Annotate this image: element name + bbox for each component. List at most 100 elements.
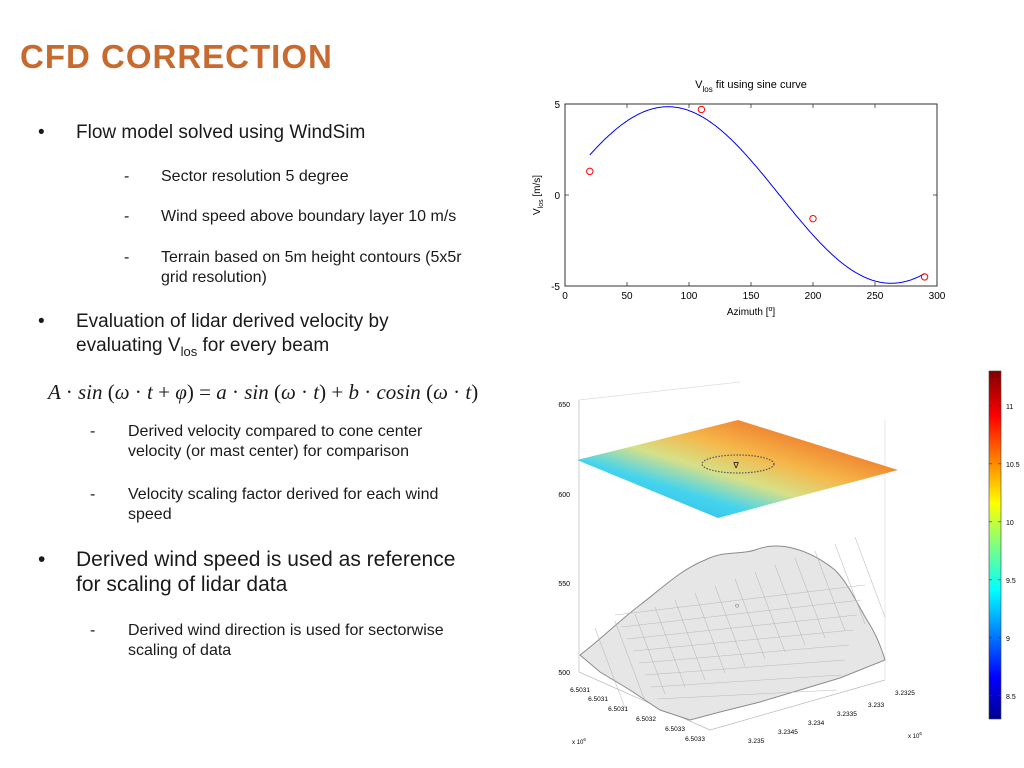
formula-omega: ω <box>114 380 130 404</box>
sub-dash: - <box>90 486 96 503</box>
chart-title-sub: los <box>702 85 712 94</box>
x-tick: 6.5031 <box>608 706 628 713</box>
chart-ticks: 0 50 100 150 200 250 300-505 <box>551 100 946 302</box>
formula-dot: · <box>134 380 142 404</box>
data-point <box>809 214 817 223</box>
x-tick-label: 200 <box>805 291 822 302</box>
sub-bullet-1-text: Sector resolution 5 degree <box>161 168 349 185</box>
formula-plus: + <box>158 380 170 404</box>
x-exponent-power: 6 <box>583 737 586 742</box>
wind-speed-colorbar: 11 10.5 10 9.5 9 8.5 <box>988 370 1020 720</box>
mesh-line <box>714 585 746 667</box>
fit-curve <box>589 106 925 284</box>
formula-dot: · <box>301 380 309 404</box>
mesh-line <box>854 536 886 618</box>
formula-dot: · <box>453 380 461 404</box>
formula-paren: ( <box>426 380 434 404</box>
bullet-3-line1: Derived wind speed is used as reference <box>76 548 456 571</box>
x-tick-label: 250 <box>867 291 884 302</box>
z-tick: 550 <box>558 581 570 588</box>
x-exponent-base: x 10 <box>572 740 584 746</box>
xlabel-degree: o <box>769 306 773 313</box>
mesh-line <box>794 557 826 639</box>
formula-sin: sin <box>244 380 269 404</box>
y-tick-label: 5 <box>554 100 560 111</box>
sub-dash: - <box>90 423 96 440</box>
data-point <box>697 105 706 114</box>
y-exponent-power: 6 <box>919 731 922 736</box>
mesh-line <box>834 543 866 625</box>
z-tick: 600 <box>558 492 570 499</box>
bullet-3-line2: for scaling of lidar data <box>76 573 288 596</box>
z-tick: 500 <box>558 670 570 677</box>
bullet-dot: • <box>38 548 46 571</box>
mesh-line <box>634 613 666 695</box>
vlos-subscript: los <box>180 343 198 359</box>
colorbar-tick-label: 10.5 <box>1006 462 1020 469</box>
terrain-mesh <box>594 536 886 709</box>
x-tick: 6.5032 <box>636 716 656 723</box>
bullet-1-text: Flow model solved using WindSim <box>76 122 366 143</box>
chart-title: Vlos fit using sine curve <box>695 79 807 94</box>
formula-paren: ( <box>107 380 115 404</box>
colorbar-tick-label: 8.5 <box>1006 694 1016 701</box>
bullet-2-line1: Evaluation of lidar derived velocity by <box>76 311 389 332</box>
x-axis-label: Azimuth [o] <box>727 306 776 318</box>
y-tick: 3.235 <box>748 738 765 745</box>
mesh-line <box>638 644 850 664</box>
lidar-scan-circle <box>701 454 775 474</box>
formula-t: t <box>465 380 472 404</box>
x-tick-label: 300 <box>929 291 946 302</box>
sub-bullet-5-line2: speed <box>128 506 172 523</box>
formula-phi: φ <box>175 380 187 404</box>
mesh-line <box>654 606 686 688</box>
formula-paren: ) <box>319 380 327 404</box>
y-tick: 3.2335 <box>837 711 857 718</box>
ylabel-v: V <box>532 208 543 215</box>
sub-bullet-6-line1: Derived wind direction is used for secto… <box>128 622 444 639</box>
bullet-dot: • <box>38 311 45 332</box>
z-tick: 650 <box>558 402 570 409</box>
y-axis-label: Vlos [m/s] <box>532 175 545 215</box>
colorbar-ticks: 11 10.5 10 9.5 9 8.5 <box>989 404 1020 701</box>
x-tick: 6.5033 <box>685 736 705 743</box>
data-points <box>586 105 929 281</box>
mesh-line <box>754 571 786 653</box>
mesh-line <box>632 629 854 652</box>
slide-title: CFD CORRECTION <box>20 38 333 75</box>
colorbar-tick-label: 11 <box>1006 404 1013 411</box>
chart-title-suffix: fit using sine curve <box>713 79 807 91</box>
formula-equals: = <box>199 380 211 404</box>
y-tick-label: -5 <box>551 282 560 293</box>
chart-title-v: V <box>695 79 703 91</box>
colorbar-tick-label: 9 <box>1006 636 1010 643</box>
sub-bullet-3-line2: grid resolution) <box>161 269 267 286</box>
y-exponent-base: x 10 <box>908 734 920 740</box>
formula-a: a <box>216 380 227 404</box>
bullet-2-line2-suffix: for every beam <box>197 335 330 356</box>
mesh-line <box>644 659 846 676</box>
mesh-line <box>694 592 726 674</box>
sub-dash: - <box>90 622 96 639</box>
formula-dot: · <box>231 380 239 404</box>
vlos-v: evaluating V <box>76 335 181 356</box>
bullet-dot: • <box>38 122 45 143</box>
mesh-line <box>656 689 838 700</box>
sub-dash: - <box>124 168 130 185</box>
mesh-line <box>594 627 626 709</box>
sub-bullet-2-text: Wind speed above boundary layer 10 m/s <box>161 208 457 225</box>
wind-speed-field <box>577 420 898 518</box>
formula-paren: ) <box>186 380 194 404</box>
mesh-line <box>734 578 766 660</box>
formula-plus: + <box>331 380 344 404</box>
box-edge <box>578 671 711 731</box>
vlos-sine-fit-chart: Vlos fit using sine curve 0 50 100 150 200 25… <box>532 79 946 318</box>
formula-omega: ω <box>433 380 448 404</box>
mast-marker: ○ <box>735 601 740 610</box>
mast-marker: ∇ <box>732 461 739 470</box>
data-point <box>920 273 929 281</box>
mesh-line <box>614 584 866 616</box>
sub-dash: - <box>124 208 130 225</box>
sub-bullet-3-line1: Terrain based on 5m height contours (5x5… <box>161 249 462 266</box>
formula-paren: ) <box>471 380 479 404</box>
